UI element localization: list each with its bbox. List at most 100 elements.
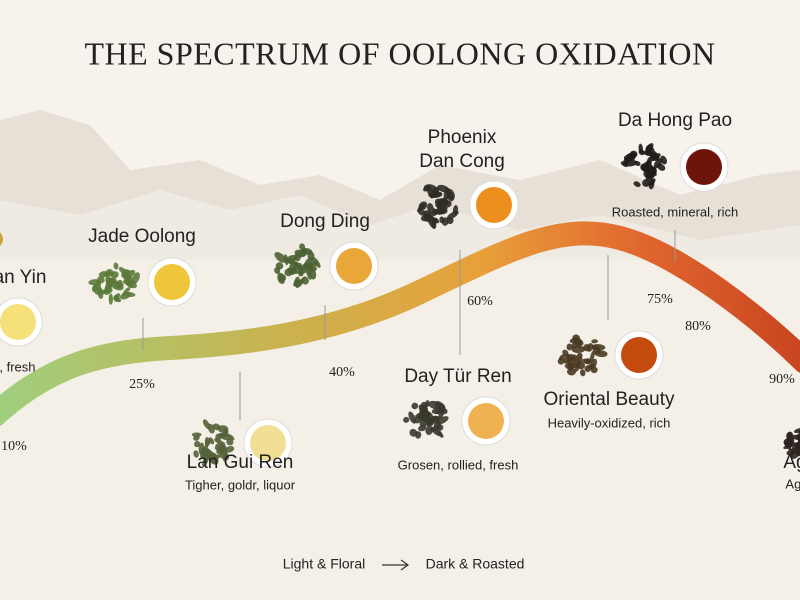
leaf: [110, 271, 119, 279]
leaf: [219, 441, 226, 452]
leaf: [297, 265, 304, 277]
leaf: [586, 343, 594, 352]
leaf: [452, 205, 458, 215]
leaf: [194, 440, 201, 448]
leaf: [420, 401, 428, 410]
leaf: [193, 450, 199, 458]
leaf: [119, 291, 131, 300]
tea-liquor: [468, 403, 504, 439]
leaf: [208, 437, 215, 445]
leaf: [567, 361, 575, 370]
leaf: [571, 340, 581, 349]
leaf: [429, 415, 440, 424]
leaf: [216, 449, 223, 455]
leaf: [301, 276, 309, 285]
leaf: [441, 408, 448, 415]
tea-name: Lan Gui Ren: [187, 452, 294, 473]
leaf: [797, 437, 800, 446]
leaf: [113, 297, 122, 303]
leaf: [191, 432, 202, 437]
leaf: [642, 179, 651, 187]
leaf: [198, 442, 205, 456]
tea-liquor: [0, 304, 36, 340]
leaf: [202, 456, 210, 467]
leaf: [431, 209, 438, 216]
tea-name: Jade Oolong: [88, 226, 196, 247]
tea-note: Roasted, mineral, rich: [612, 204, 738, 219]
tea-name: Phoenix: [428, 127, 497, 148]
leaf: [214, 438, 223, 444]
leaf: [793, 428, 800, 434]
leaf: [108, 293, 113, 305]
title: THE SPECTRUM OF OOLONG OXIDATION: [84, 35, 715, 71]
tea-name: Ag: [783, 452, 800, 473]
leaf: [217, 425, 229, 433]
leaf: [299, 243, 306, 251]
leaf: [651, 154, 660, 161]
leaf: [566, 367, 577, 376]
tea-liquor: [154, 264, 190, 300]
leaf: [0, 232, 3, 246]
leaf: [584, 365, 592, 373]
leaf: [287, 268, 299, 275]
leaf: [204, 437, 210, 447]
leaf: [428, 400, 442, 410]
leaf: [421, 410, 433, 419]
leaf: [590, 358, 597, 370]
ticks: [142, 230, 676, 420]
leaf: [431, 219, 437, 229]
leaf: [125, 279, 137, 289]
tea-note: Age: [785, 476, 800, 491]
tea-liquor: [336, 248, 372, 284]
leaf: [203, 448, 213, 457]
leaf: [562, 349, 569, 357]
leaf: [419, 416, 431, 427]
tea-note: l, fresh: [0, 359, 36, 374]
leaf: [653, 158, 663, 169]
leaf: [591, 344, 606, 351]
leaf: [649, 178, 656, 186]
leaf: [557, 357, 565, 365]
tea-name: an Yin: [0, 267, 46, 288]
leaf: [408, 411, 416, 424]
leaf: [638, 143, 644, 154]
leaf: [88, 279, 100, 286]
leaf: [582, 358, 591, 365]
percent-label: 60%: [467, 294, 493, 309]
leaf: [275, 262, 284, 270]
leaf: [427, 203, 434, 214]
leaf: [207, 423, 215, 434]
leaf: [98, 271, 108, 278]
leaf: [590, 366, 598, 374]
leaf: [403, 416, 410, 423]
tea-liquor: [686, 149, 722, 185]
leaf: [566, 343, 573, 351]
leaf: [783, 442, 796, 450]
leaf: [294, 276, 300, 283]
leaf: [429, 425, 440, 432]
leaf: [623, 159, 637, 167]
leaf: [411, 402, 419, 410]
leaf: [122, 270, 136, 280]
leaf: [441, 217, 449, 226]
tea-name: Oriental Beauty: [544, 389, 675, 410]
percent-label: 75%: [647, 292, 673, 307]
leaf: [417, 209, 426, 216]
leaf: [446, 188, 455, 200]
leaf: [436, 430, 444, 438]
leaf: [278, 274, 287, 282]
leaf: [791, 434, 800, 440]
leaf: [105, 277, 114, 291]
leaf: [123, 287, 131, 295]
percent-label: 40%: [329, 365, 355, 380]
tea-name: Day Tür Ren: [404, 366, 511, 387]
leaf: [307, 267, 317, 280]
oxidation-curve: [0, 221, 800, 426]
leaf: [428, 191, 443, 198]
leaf: [790, 447, 800, 459]
leaf: [113, 262, 119, 270]
leaf: [274, 252, 286, 263]
leaf: [633, 181, 641, 188]
leaf: [116, 281, 124, 288]
